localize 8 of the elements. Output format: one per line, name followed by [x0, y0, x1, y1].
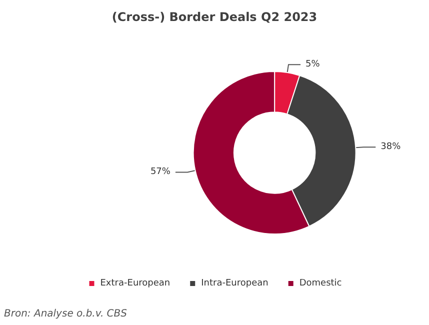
chart-title: (Cross-) Border Deals Q2 2023: [112, 10, 318, 24]
data-label: 38%: [380, 142, 402, 152]
data-label: 5%: [306, 60, 320, 70]
legend-label: Extra-European: [100, 278, 170, 288]
text: Bron: Analyse o.b.v. CBS: [4, 308, 128, 320]
legend-label: Domestic: [299, 278, 342, 288]
legend-label: Intra-European: [201, 278, 268, 288]
data-label: 57%: [150, 167, 171, 178]
